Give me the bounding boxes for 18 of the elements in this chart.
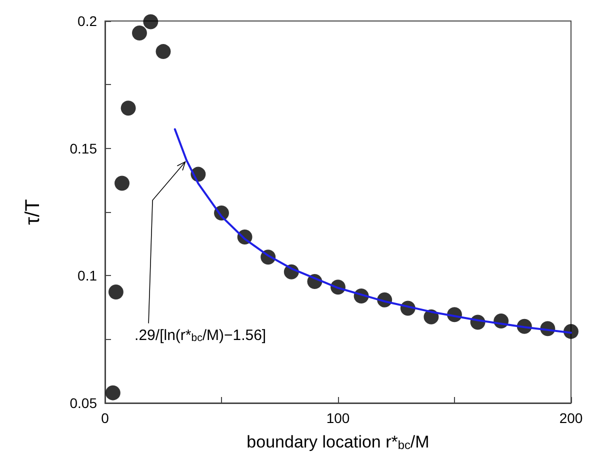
point (143, 14, 158, 30)
y-tick-label: 0.1 (78, 268, 98, 284)
point (105, 385, 120, 400)
annotation: .29/[ln(r*bc/M)−1.56] (134, 326, 266, 344)
y-tick-label: 0.05 (70, 395, 98, 411)
point (156, 44, 171, 60)
x-axis-title: boundary location r*bc/M (246, 432, 430, 452)
y-tick-label: 0.2 (78, 13, 98, 29)
point (564, 324, 578, 339)
y-tick-label: 0.15 (70, 140, 98, 156)
point (120, 100, 136, 116)
point (132, 25, 147, 40)
y-axis-title: τ/T (22, 199, 44, 225)
x-tick-label: 0 (101, 410, 110, 426)
x-tick-label: 200 (559, 410, 583, 426)
point (114, 176, 130, 191)
x-tick-label: 100 (326, 410, 350, 426)
point (108, 284, 124, 300)
